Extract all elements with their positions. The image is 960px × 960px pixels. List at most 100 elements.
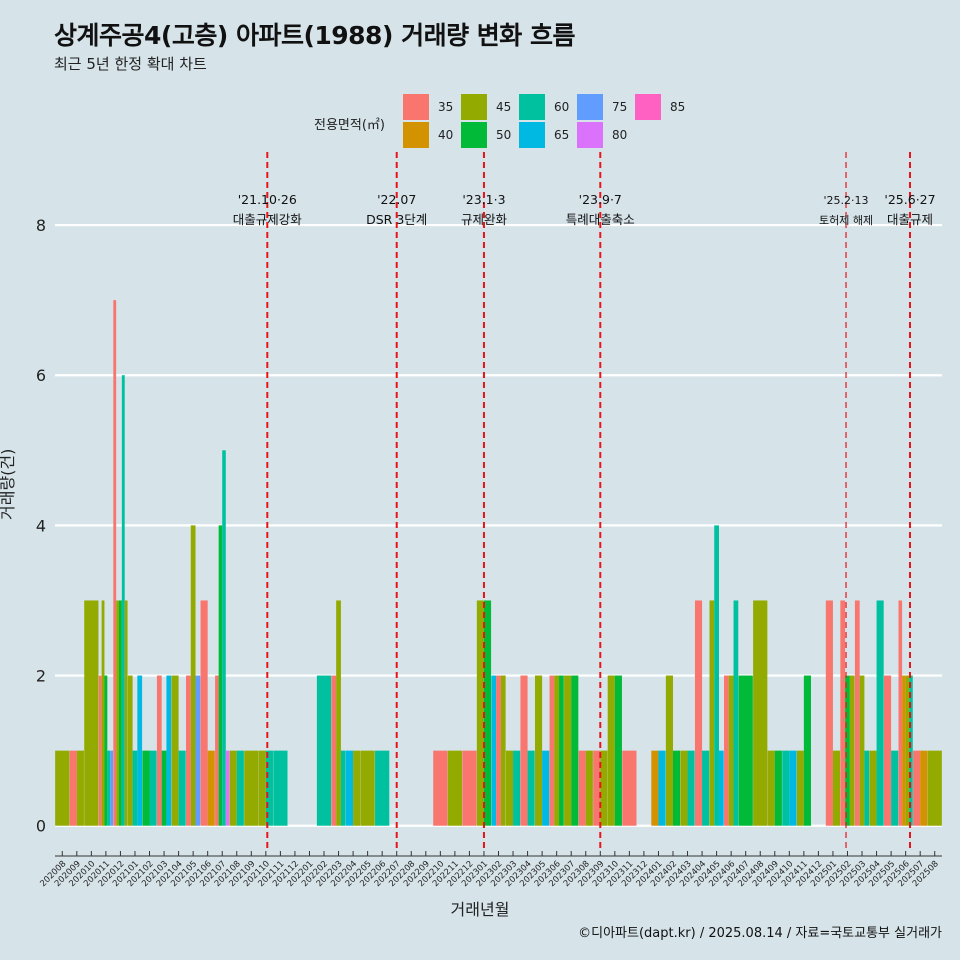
chart-subtitle: 최근 5년 한정 확대 차트 [54,55,207,73]
annotation-date: '22.07 [377,192,416,207]
bar-202108-60 [236,750,244,826]
bar-202102-60 [149,750,157,826]
bar-202305-45 [534,675,543,826]
bar-202202-60 [316,675,332,826]
legend-label-65: 65 [554,128,570,142]
chart-title: 상계주공4(고층) 아파트(1988) 거래량 변화 흐름 [54,21,576,50]
bar-202506-40 [902,675,906,826]
bar-202203-45 [336,600,341,826]
bar-202009-45 [76,750,84,826]
annotation-date: '23.1·3 [462,192,505,207]
annotation-date: '25.6·27 [884,192,935,207]
bar-202310-50 [614,675,622,826]
bar-202501-35 [825,600,833,826]
bar-202406-60 [733,600,739,826]
bar-202008-45 [55,750,70,826]
bar-202012-45 [124,600,128,826]
bar-202503-45 [859,675,865,826]
legend-swatch-40 [403,122,429,148]
bar-202506-35 [898,600,903,826]
bar-202308-45 [585,750,593,826]
bar-202104-45 [171,675,179,826]
bar-202401-65 [658,750,666,826]
bar-202504-60 [876,600,884,826]
annotation-label: 대출규제강화 [233,212,303,227]
bar-202106-40 [207,750,215,826]
y-axis-label: 거래량(건) [0,448,17,520]
bar-202301-50 [483,600,492,826]
bar-202306-45 [554,675,560,826]
bar-202012-60 [121,375,125,826]
bar-202205-45 [360,750,375,826]
legend-label-35: 35 [438,100,454,114]
legend-swatch-35 [403,94,429,120]
bar-202507-40 [920,750,928,826]
bar-202508-45 [927,750,942,826]
annotation-label: 규제완화 [461,212,508,227]
bar-202311-35 [622,750,637,826]
legend-swatch-80 [577,122,603,148]
legend-swatch-65 [519,122,545,148]
bar-202106-35 [200,600,208,826]
bar-202011-45 [101,600,105,826]
bar-202308-35 [578,750,586,826]
bar-202402-45 [665,675,673,826]
bar-202203-35 [331,675,337,826]
bar-202302-45 [500,675,506,826]
bar-202309-35 [593,750,601,826]
bar-202409-45 [767,750,775,826]
bar-202504-45 [869,750,877,826]
bar-202210-35 [433,750,448,826]
bar-202110-45 [258,750,266,826]
bar-202405-60 [714,525,719,826]
bar-202101-60 [132,750,138,826]
legend-label-75: 75 [612,100,628,114]
bar-202301-45 [476,600,484,826]
bar-202403-45 [680,750,688,826]
bar-202105-35 [186,675,191,826]
bar-202404-35 [694,600,703,826]
bar-202406-35 [724,675,729,826]
bar-202103-35 [156,675,162,826]
bar-202505-35 [883,675,892,826]
bar-202505-60 [891,750,899,826]
bar-202109-45 [244,750,259,826]
bar-202206-60 [375,750,390,826]
legend-title: 전용면적(㎡) [314,118,385,133]
bar-202405-45 [709,600,715,826]
bar-202011-35 [98,675,102,826]
bar-202402-50 [672,750,681,826]
bar-202204-65 [345,750,354,826]
bar-202101-45 [127,675,133,826]
bar-202502-35 [840,600,846,826]
y-tick-label: 8 [36,216,46,235]
bar-202306-35 [549,675,555,826]
bar-202302-65 [491,675,497,826]
bar-202501-45 [832,750,841,826]
legend-label-85: 85 [670,100,686,114]
legend-label-45: 45 [496,100,512,114]
y-tick-label: 6 [36,366,46,385]
bar-202506-60 [909,675,913,826]
bar-202012-35 [113,300,117,826]
bar-202305-65 [542,750,550,826]
bar-202212-35 [462,750,477,826]
bar-202409-50 [774,750,782,826]
bar-202411-45 [796,750,804,826]
y-tick-label: 2 [36,667,46,686]
legend-swatch-45 [461,94,487,120]
bar-202502-50 [845,675,850,826]
bar-202103-50 [161,750,167,826]
bar-202108-45 [229,750,237,826]
bar-202303-45 [505,750,514,826]
bar-202410-60 [782,750,790,826]
bar-202204-45 [353,750,361,826]
bar-202502-45 [849,675,855,826]
bar-202107-50 [218,525,223,826]
legend-label-80: 80 [612,128,628,142]
annotation-label: 토허제 해제 [819,213,873,227]
annotation-label: 대출규제 [887,212,933,227]
bar-202303-60 [513,750,521,826]
bar-202107-80 [225,750,230,826]
